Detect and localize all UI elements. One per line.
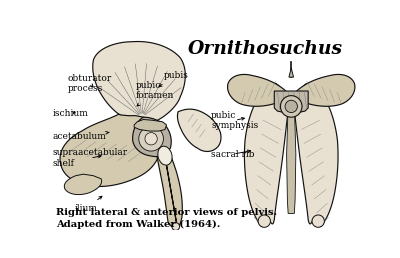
Polygon shape: [274, 91, 308, 114]
Text: pubis: pubis: [159, 71, 188, 86]
Text: supraacetabular
shelf: supraacetabular shelf: [52, 148, 128, 168]
Polygon shape: [60, 114, 164, 187]
Polygon shape: [134, 119, 166, 131]
Polygon shape: [133, 117, 171, 157]
Polygon shape: [244, 83, 289, 227]
Ellipse shape: [158, 146, 172, 165]
Polygon shape: [228, 75, 287, 106]
Circle shape: [139, 126, 164, 151]
Text: obturator
process: obturator process: [68, 74, 112, 93]
Polygon shape: [294, 83, 338, 227]
Text: ischium: ischium: [52, 109, 88, 118]
Polygon shape: [151, 122, 182, 228]
Text: Ornithosuchus: Ornithosuchus: [188, 40, 342, 58]
Circle shape: [172, 223, 180, 230]
Text: pubic
symphysis: pubic symphysis: [211, 111, 258, 130]
Text: acetabulum: acetabulum: [52, 131, 109, 141]
Polygon shape: [64, 174, 102, 195]
Text: ilium: ilium: [75, 196, 102, 213]
Text: sacral rib: sacral rib: [211, 150, 255, 159]
Circle shape: [145, 133, 157, 145]
Circle shape: [280, 96, 302, 117]
Text: Right lateral & anterior views of pelvis.
Adapted from Walker (1964).: Right lateral & anterior views of pelvis…: [56, 208, 277, 229]
Text: pubic
foramen: pubic foramen: [136, 81, 174, 106]
Polygon shape: [295, 75, 355, 106]
Circle shape: [258, 215, 270, 227]
Polygon shape: [287, 104, 296, 213]
Polygon shape: [93, 42, 185, 122]
Polygon shape: [289, 68, 294, 77]
Circle shape: [312, 215, 324, 227]
Circle shape: [285, 100, 298, 112]
Polygon shape: [178, 109, 221, 151]
